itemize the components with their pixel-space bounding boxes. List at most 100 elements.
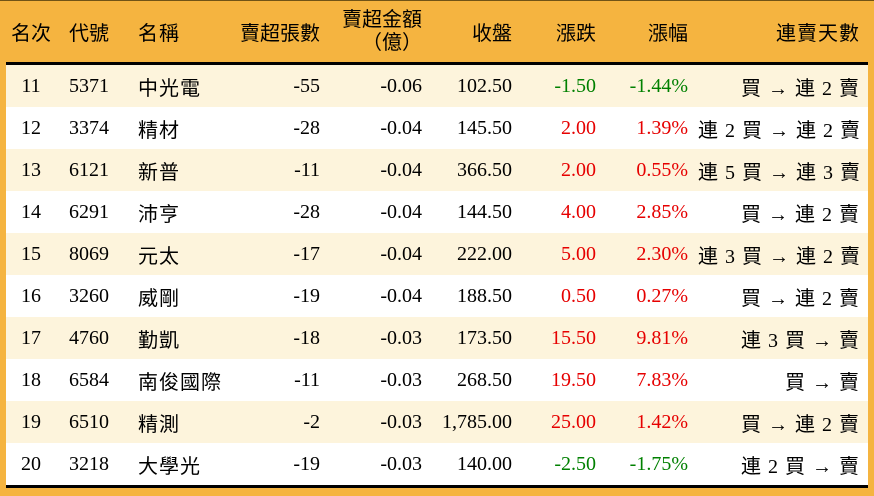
cell-sell-amount: -0.04: [380, 200, 422, 223]
col-header-change: 漲跌: [556, 23, 596, 45]
cell-sell-volume: -11: [294, 368, 320, 391]
cell-name: 精材: [138, 119, 180, 142]
cell-close: 268.50: [457, 368, 512, 391]
cell-sell-volume: -55: [293, 74, 320, 97]
cell-code: 3260: [69, 284, 109, 307]
cell-change: 2.00: [561, 158, 596, 181]
table-row: 13 6121 新普 -11 -0.04 366.50 2.00 0.55% 連 5 買 → 連…: [6, 149, 868, 191]
cell-code: 3218: [69, 452, 109, 475]
table-row: 14 6291 沛亨 -28 -0.04 144.50 4.00 2.85% 買 → 連 2 賣: [6, 191, 868, 233]
cell-close: 144.50: [457, 200, 512, 223]
cell-change-pct: 1.39%: [636, 116, 688, 139]
cell-rank: 16: [21, 284, 41, 307]
cell-close: 222.00: [457, 242, 512, 265]
cell-streak: 買 → 連 2 賣: [741, 203, 860, 226]
col-header-sell-volume: 賣超張數: [240, 23, 320, 45]
cell-rank: 11: [21, 74, 41, 97]
cell-streak: 連 3 買 → 賣: [741, 329, 860, 352]
cell-name: 威剛: [138, 287, 180, 310]
col-header-change-pct: 漲幅: [648, 23, 688, 45]
cell-name: 精測: [138, 413, 180, 436]
cell-rank: 17: [21, 326, 41, 349]
col-header-streak: 連賣天數: [776, 23, 860, 45]
col-header-close: 收盤: [472, 23, 512, 45]
cell-code: 3374: [69, 116, 109, 139]
cell-code: 6584: [69, 368, 109, 391]
cell-rank: 12: [21, 116, 41, 139]
table-row: 16 3260 威剛 -19 -0.04 188.50 0.50 0.27% 買 → 連 2 賣: [6, 275, 868, 317]
cell-sell-amount: -0.04: [380, 116, 422, 139]
table-header-row: 名次 代號 名稱 賣超張數 賣超金額 （億） 收盤 漲跌 漲幅 連賣天數: [6, 1, 868, 62]
cell-change: 15.50: [551, 326, 596, 349]
cell-change: 0.50: [561, 284, 596, 307]
cell-change: 19.50: [551, 368, 596, 391]
table-row: 17 4760 勤凱 -18 -0.03 173.50 15.50 9.81% 連 3 買 → …: [6, 317, 868, 359]
cell-code: 5371: [69, 74, 109, 97]
col-header-sell-amount: 賣超金額 （億）: [330, 9, 432, 55]
cell-streak: 連 5 買 → 連 3 賣: [698, 161, 861, 184]
cell-change: 5.00: [561, 242, 596, 265]
cell-name: 中光電: [138, 77, 201, 100]
cell-code: 6510: [69, 410, 109, 433]
cell-sell-amount: -0.04: [380, 242, 422, 265]
cell-streak: 買 → 賣: [785, 371, 860, 394]
col-header-code: 代號: [69, 23, 109, 45]
cell-change-pct: 2.85%: [636, 200, 688, 223]
cell-name: 元太: [138, 245, 180, 268]
cell-sell-amount: -0.03: [380, 410, 422, 433]
cell-rank: 18: [21, 368, 41, 391]
cell-change: -2.50: [554, 452, 596, 475]
cell-streak: 連 2 買 → 賣: [741, 455, 860, 478]
cell-change: 25.00: [551, 410, 596, 433]
table-body: 11 5371 中光電 -55 -0.06 102.50 -1.50 -1.44% 買 → 連 …: [6, 62, 868, 488]
cell-rank: 15: [21, 242, 41, 265]
cell-change: 2.00: [561, 116, 596, 139]
cell-streak: 買 → 連 2 賣: [741, 413, 860, 436]
cell-sell-amount: -0.03: [380, 326, 422, 349]
cell-sell-volume: -28: [293, 200, 320, 223]
cell-code: 6121: [69, 158, 109, 181]
cell-close: 1,785.00: [442, 410, 512, 433]
cell-streak: 買 → 連 2 賣: [741, 287, 860, 310]
cell-streak: 買 → 連 2 賣: [741, 77, 860, 100]
cell-sell-amount: -0.03: [380, 368, 422, 391]
cell-sell-amount: -0.06: [380, 74, 422, 97]
cell-sell-volume: -11: [294, 158, 320, 181]
cell-close: 102.50: [457, 74, 512, 97]
cell-change-pct: 0.55%: [636, 158, 688, 181]
col-header-sell-amount-line2: （億）: [362, 31, 422, 54]
cell-change-pct: -1.75%: [629, 452, 688, 475]
cell-code: 8069: [69, 242, 109, 265]
cell-sell-volume: -2: [303, 410, 320, 433]
table-row: 19 6510 精測 -2 -0.03 1,785.00 25.00 1.42% 買 → 連 2…: [6, 401, 868, 443]
cell-name: 勤凱: [138, 329, 180, 352]
cell-close: 188.50: [457, 284, 512, 307]
cell-change-pct: 2.30%: [636, 242, 688, 265]
cell-streak: 連 2 買 → 連 2 賣: [698, 119, 861, 142]
cell-change: -1.50: [554, 74, 596, 97]
cell-sell-volume: -17: [293, 242, 320, 265]
cell-name: 新普: [138, 161, 180, 184]
col-header-rank: 名次: [11, 23, 51, 45]
cell-change: 4.00: [561, 200, 596, 223]
cell-rank: 14: [21, 200, 41, 223]
cell-name: 沛亨: [138, 203, 180, 226]
cell-sell-volume: -19: [293, 284, 320, 307]
table-row: 15 8069 元太 -17 -0.04 222.00 5.00 2.30% 連 3 買 → 連…: [6, 233, 868, 275]
cell-sell-volume: -18: [293, 326, 320, 349]
cell-rank: 20: [21, 452, 41, 475]
table-row: 11 5371 中光電 -55 -0.06 102.50 -1.50 -1.44% 買 → 連 …: [6, 65, 868, 107]
col-header-sell-amount-line1: 賣超金額: [342, 8, 422, 31]
cell-code: 4760: [69, 326, 109, 349]
table-row: 18 6584 南俊國際 -11 -0.03 268.50 19.50 7.83% 買 → 賣: [6, 359, 868, 401]
cell-rank: 19: [21, 410, 41, 433]
cell-code: 6291: [69, 200, 109, 223]
cell-change-pct: -1.44%: [629, 74, 688, 97]
cell-close: 140.00: [457, 452, 512, 475]
cell-change-pct: 9.81%: [636, 326, 688, 349]
cell-sell-volume: -28: [293, 116, 320, 139]
table-row: 20 3218 大學光 -19 -0.03 140.00 -2.50 -1.75% 連 2 買 …: [6, 443, 868, 485]
cell-sell-amount: -0.03: [380, 452, 422, 475]
cell-name: 南俊國際: [138, 371, 222, 394]
